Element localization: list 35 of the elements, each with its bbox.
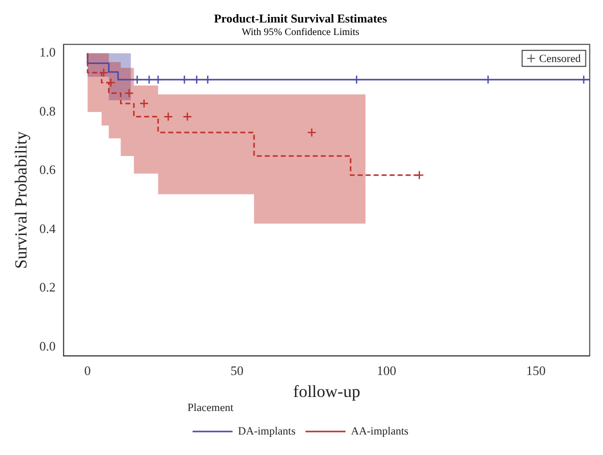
- legend-title: Placement: [188, 402, 234, 414]
- point: [124, 88, 134, 98]
- y-tick-label: 0.4: [39, 220, 56, 236]
- point: [99, 68, 108, 78]
- x-tick-label: 0: [84, 363, 91, 378]
- x-tick-label: 50: [230, 363, 244, 378]
- point: [414, 170, 424, 180]
- point: [352, 75, 362, 84]
- point: [192, 75, 202, 84]
- point: [144, 75, 154, 84]
- chart-title: Product-Limit Survival Estimates: [214, 11, 388, 26]
- y-tick-label: 0.0: [39, 338, 56, 354]
- x-tick-label: 100: [376, 363, 396, 378]
- y-tick-label: 0.6: [39, 162, 56, 178]
- y-tick-label: 0.8: [39, 103, 56, 118]
- point: [180, 75, 190, 84]
- series-label: Censored: [539, 52, 582, 65]
- point: [164, 112, 173, 122]
- point: [153, 75, 163, 84]
- point: [483, 75, 493, 84]
- y-tick-label: 0.2: [39, 280, 56, 295]
- point: [132, 75, 142, 84]
- point: [307, 128, 316, 138]
- point: [106, 78, 116, 88]
- chart-subtitle: With 95% Confidence Limits: [242, 27, 360, 38]
- legend-label: AA-implants: [351, 425, 408, 438]
- x-tick-label: 150: [526, 363, 546, 378]
- point: [203, 75, 212, 84]
- point: [579, 75, 588, 84]
- point: [139, 98, 149, 108]
- y-axis-title: Survival Probability: [12, 130, 31, 269]
- x-axis-title: follow-up: [293, 382, 360, 402]
- legend-label: DA-implants: [238, 425, 296, 438]
- point: [182, 112, 192, 122]
- y-tick-label: 1.0: [39, 44, 56, 60]
